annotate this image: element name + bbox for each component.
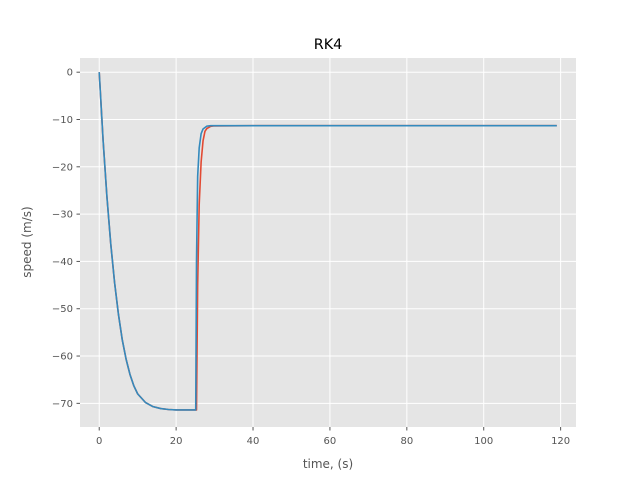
x-tick-label: 80 <box>400 436 413 447</box>
y-tick-label: −60 <box>52 352 73 363</box>
x-axis-label: time, (s) <box>303 457 353 471</box>
y-tick-label: −70 <box>52 399 73 410</box>
series-layer <box>98 72 557 411</box>
x-tick-label: 0 <box>96 436 102 447</box>
y-axis-label: speed (m/s) <box>20 206 34 277</box>
series-line-2 <box>98 72 557 411</box>
plot-area <box>80 58 576 427</box>
grid <box>80 58 576 427</box>
x-tick-label: 120 <box>551 436 570 447</box>
y-tick-label: −40 <box>52 257 73 268</box>
y-tick-label: −10 <box>52 115 73 126</box>
y-tick-label: −50 <box>52 304 73 315</box>
chart-title: RK4 <box>314 37 343 53</box>
x-tick-label: 60 <box>324 436 337 447</box>
x-tick-label: 100 <box>474 436 493 447</box>
x-tick-label: 40 <box>247 436 260 447</box>
y-tick-label: −20 <box>52 162 73 173</box>
ticks: 0 20 40 60 80 100 120 0 −10 −20 −30 −40 −50 −60 −70 <box>52 68 570 447</box>
x-tick-label: 20 <box>170 436 183 447</box>
y-tick-label: 0 <box>67 68 73 79</box>
y-tick-label: −30 <box>52 210 73 221</box>
